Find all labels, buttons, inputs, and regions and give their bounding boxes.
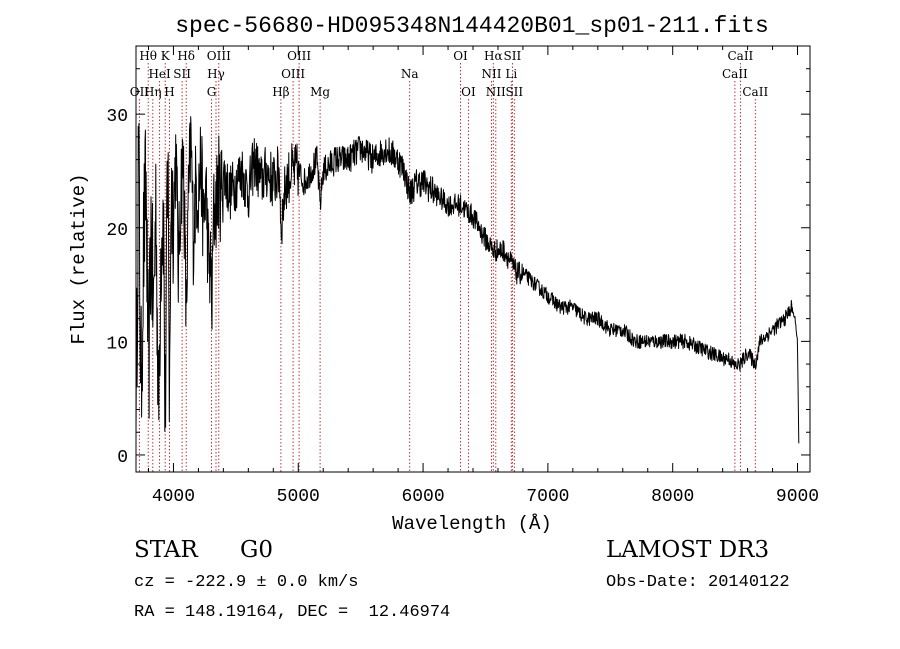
y-tick-label: 30 (106, 107, 128, 127)
line-annotation: Hγ (207, 67, 225, 81)
line-annotation: Hθ (139, 49, 157, 63)
line-annotation: Hβ (272, 85, 289, 99)
y-axis: 0 10 20 30 (106, 68, 810, 468)
line-annotation: SII (173, 67, 191, 81)
line-annotation: Li (505, 67, 517, 81)
plot-frame (135, 45, 811, 473)
line-annotation: OIII (281, 67, 305, 81)
object-class: STAR (134, 537, 198, 563)
x-tick-label: 7000 (526, 487, 569, 507)
line-annotation: HeI (148, 67, 171, 81)
line-annotations: OII Hθ Hη HeI K H SII Hδ G Hγ OIII Hβ OIII OIII Mg Na OI… (130, 49, 769, 99)
line-annotation: OI (461, 85, 476, 99)
x-tick-label: 4000 (152, 487, 195, 507)
line-annotation: NII (482, 67, 502, 81)
object-subclass: G0 (240, 537, 274, 563)
line-annotation: Hη (144, 85, 162, 99)
x-tick-label: 9000 (776, 487, 819, 507)
x-tick-label: 5000 (277, 487, 320, 507)
y-tick-label: 20 (106, 221, 128, 241)
x-axis: 4000 5000 6000 7000 8000 9000 (147, 46, 819, 507)
line-annotation: SII (505, 85, 523, 99)
y-axis-label: Flux (relative) (68, 173, 90, 344)
x-tick-label: 8000 (651, 487, 694, 507)
line-annotation: Hδ (177, 49, 195, 63)
survey-name: LAMOST DR3 (606, 537, 770, 563)
line-annotation: Na (401, 67, 419, 81)
line-annotation: CaII (722, 67, 748, 81)
line-annotation: OI (453, 49, 468, 63)
line-annotation: Hα (484, 49, 503, 63)
line-annotation: OII (130, 85, 150, 99)
line-annotation: CaII (742, 85, 768, 99)
line-annotation: CaII (727, 49, 753, 63)
y-tick-label: 0 (117, 448, 128, 468)
observation-date: Obs-Date: 20140122 (606, 573, 790, 592)
coordinates: RA = 148.19164, DEC = 12.46974 (134, 603, 451, 622)
line-annotation: OIII (207, 49, 231, 63)
line-annotation: H (164, 85, 174, 99)
redshift-value: cz = -222.9 ± 0.0 km/s (134, 573, 359, 592)
line-annotation: SII (504, 49, 522, 63)
x-axis-label: Wavelength (Å) (392, 513, 552, 535)
line-annotation: NII (486, 85, 506, 99)
chart-title: spec-56680-HD095348N144420B01_sp01-211.f… (175, 13, 769, 39)
line-annotation: OIII (287, 49, 311, 63)
line-markers (138, 63, 756, 472)
plot-area (135, 116, 800, 444)
spectrum-line (135, 116, 800, 444)
line-annotation: Mg (310, 85, 330, 99)
x-tick-label: 6000 (401, 487, 444, 507)
line-annotation: K (161, 49, 171, 63)
y-tick-label: 10 (106, 334, 128, 354)
line-annotation: G (207, 85, 217, 99)
